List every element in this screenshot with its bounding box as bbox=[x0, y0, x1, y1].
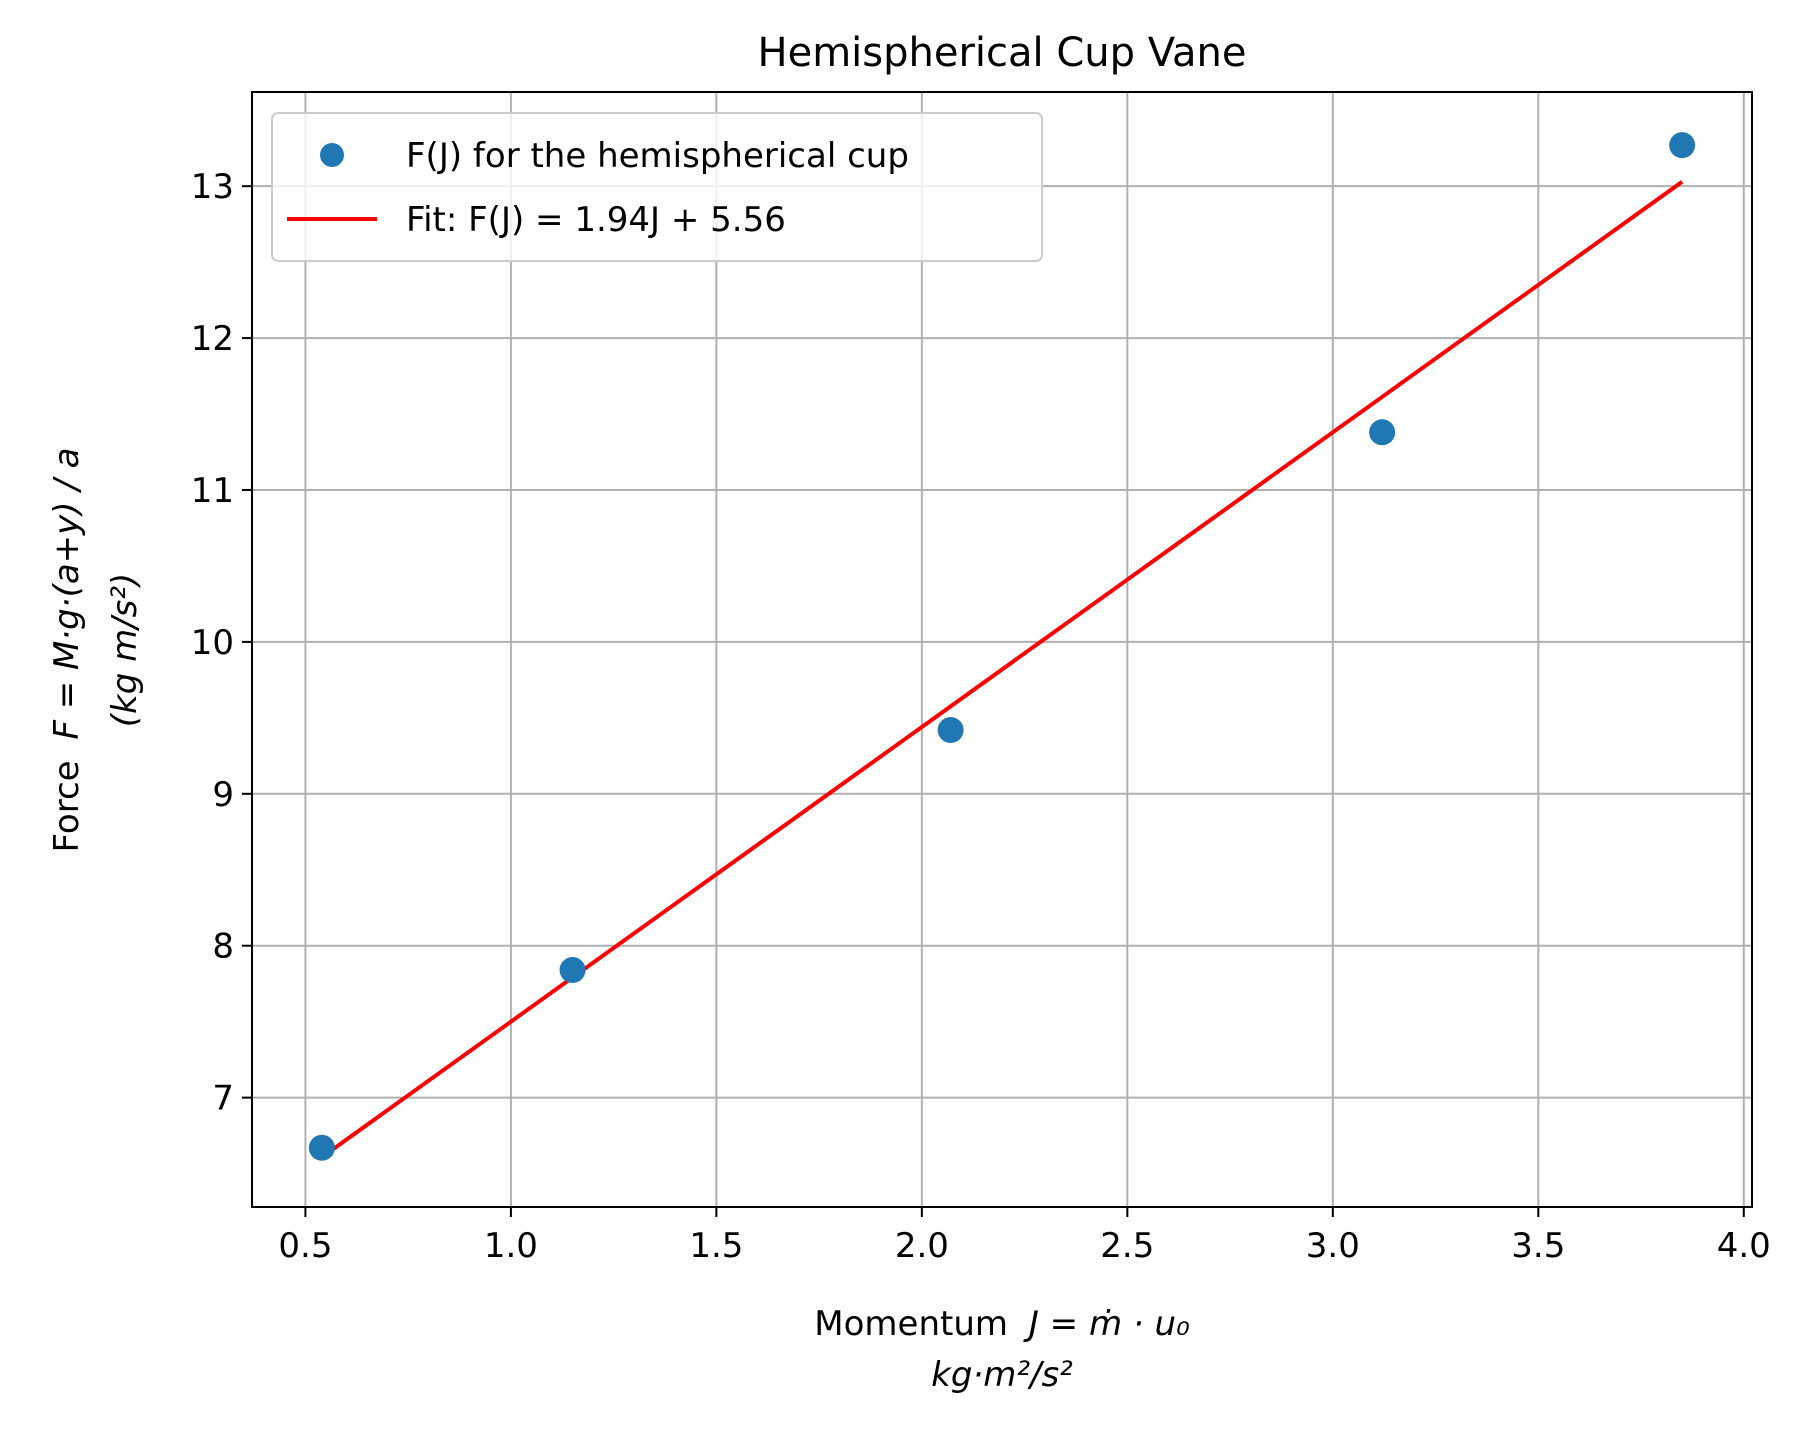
legend-label-scatter: F(J) for the hemispherical cup bbox=[406, 136, 909, 176]
y-axis-title-group: Force F = M·g·(a+y) / a (kg m/s²) bbox=[47, 448, 145, 853]
y-tick-label: 8 bbox=[212, 927, 234, 967]
y-axis-ticks: 7 8 9 10 11 12 13 bbox=[191, 167, 252, 1119]
y-axis-title-prefix: Force bbox=[47, 760, 87, 852]
chart-title: Hemispherical Cup Vane bbox=[758, 30, 1247, 76]
data-point bbox=[559, 957, 586, 984]
x-tick-label: 3.0 bbox=[1306, 1226, 1360, 1266]
x-tick-label: 3.5 bbox=[1511, 1226, 1565, 1266]
plot-frame bbox=[251, 91, 1753, 1208]
x-tick-label: 1.5 bbox=[689, 1226, 743, 1266]
y-axis-unit: (kg m/s²) bbox=[105, 573, 145, 728]
y-tick-label: 7 bbox=[212, 1079, 234, 1119]
data-point bbox=[308, 1134, 335, 1161]
x-tick-label: 0.5 bbox=[278, 1226, 332, 1266]
scatter-points-layer bbox=[308, 132, 1696, 1161]
y-axis-title-math: F = M·g·(a+y) / a bbox=[47, 448, 87, 740]
legend-scatter-marker bbox=[320, 143, 344, 167]
x-axis-title-prefix: Momentum bbox=[814, 1304, 1008, 1344]
fit-line-layer bbox=[320, 180, 1684, 1159]
x-tick-label: 1.0 bbox=[484, 1226, 538, 1266]
x-axis-unit: kg·m²/s² bbox=[931, 1355, 1073, 1395]
y-tick-label: 11 bbox=[191, 471, 234, 511]
x-tick-label: 2.5 bbox=[1100, 1226, 1154, 1266]
y-axis-title: Force F = M·g·(a+y) / a bbox=[47, 448, 87, 853]
legend-label-fit: Fit: F(J) = 1.94J + 5.56 bbox=[406, 200, 786, 240]
x-axis-ticks: 0.5 1.0 1.5 2.0 2.5 3.0 3.5 4.0 bbox=[278, 1207, 1771, 1266]
y-tick-label: 13 bbox=[191, 167, 234, 207]
y-tick-label: 10 bbox=[191, 623, 234, 663]
fit-line bbox=[320, 180, 1684, 1159]
data-point bbox=[1669, 132, 1696, 159]
legend: F(J) for the hemispherical cup Fit: F(J)… bbox=[271, 112, 1043, 262]
x-axis-title-math: J = ṁ · u₀ bbox=[1023, 1304, 1190, 1344]
x-axis-title: Momentum J = ṁ · u₀ bbox=[814, 1304, 1190, 1344]
y-tick-label: 12 bbox=[191, 319, 234, 359]
x-tick-label: 4.0 bbox=[1717, 1226, 1771, 1266]
data-point bbox=[1369, 419, 1396, 446]
legend-box bbox=[271, 112, 1043, 262]
x-tick-label: 2.0 bbox=[895, 1226, 949, 1266]
data-point bbox=[937, 717, 964, 744]
y-tick-label: 9 bbox=[212, 775, 234, 815]
